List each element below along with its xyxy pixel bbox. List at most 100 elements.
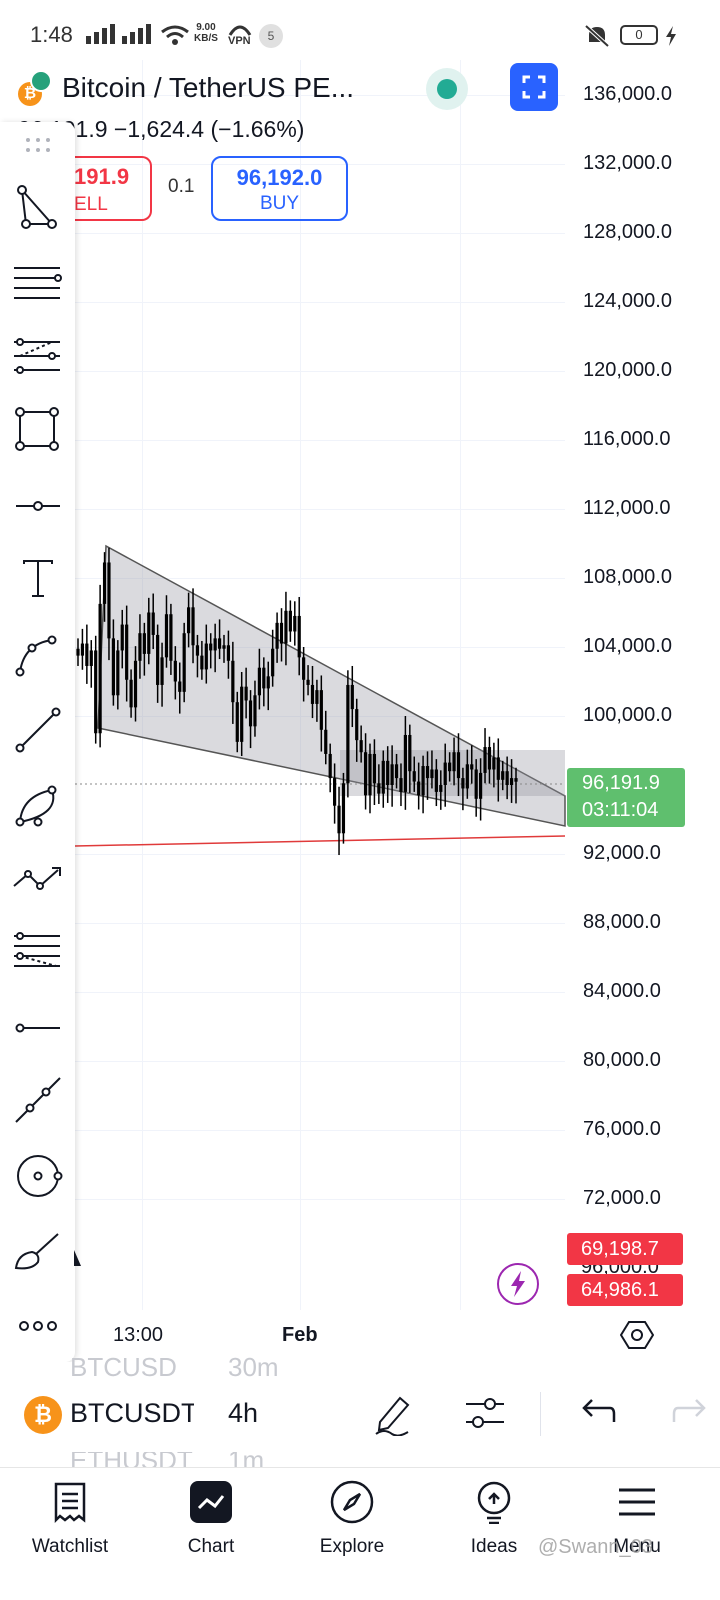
- candle-body: [244, 686, 248, 701]
- grid-line: [75, 923, 565, 924]
- triangle-pattern-icon: [17, 185, 57, 229]
- toolbar-collapse-icon[interactable]: [74, 1250, 81, 1266]
- tool-rectangle[interactable]: [12, 404, 64, 456]
- undo-button[interactable]: [574, 1390, 620, 1436]
- candle-body: [461, 778, 465, 789]
- tool-path[interactable]: [12, 852, 64, 904]
- nav-ideas[interactable]: Ideas: [429, 1468, 559, 1600]
- watermark: @Swann_03: [538, 1536, 653, 1558]
- indicators-button[interactable]: [462, 1390, 508, 1436]
- price-axis-label: 72,000.0: [583, 1187, 661, 1209]
- nav-chart[interactable]: Chart: [146, 1468, 276, 1600]
- grid-line: [75, 1130, 565, 1131]
- candle-body: [111, 638, 115, 696]
- candle-body: [173, 660, 177, 682]
- price-axis-label: 76,000.0: [583, 1118, 661, 1140]
- buy-button[interactable]: 96,192.0 BUY: [211, 156, 348, 221]
- candle-body: [509, 778, 514, 785]
- grid-line: [142, 60, 143, 1310]
- candle-body: [213, 638, 217, 651]
- candle-body: [399, 778, 403, 792]
- price-axis-label: 116,000.0: [583, 428, 671, 450]
- candle-body: [116, 650, 120, 696]
- price-axis-label: 108,000.0: [583, 566, 672, 588]
- tool-circle[interactable]: [12, 1150, 64, 1202]
- grid-line: [75, 371, 565, 372]
- current-price-tag: 96,191.9 03:11:04: [567, 768, 685, 827]
- tool-horizontal-ray[interactable]: [12, 480, 64, 532]
- candle-body: [182, 633, 186, 692]
- signal-icon: [86, 24, 115, 44]
- candle-body: [253, 695, 257, 727]
- price-tag-red: 64,986.1: [567, 1274, 683, 1306]
- tool-horizontal-line[interactable]: [12, 1002, 64, 1054]
- candle-body: [302, 657, 306, 680]
- candle-body: [439, 785, 443, 792]
- time-axis-label: Feb: [282, 1324, 318, 1346]
- candle-body: [240, 686, 244, 742]
- candle-body: [474, 769, 478, 799]
- tool-triangle[interactable]: [12, 182, 64, 234]
- extended-line-icon: [15, 1077, 61, 1123]
- live-status-icon: [437, 79, 457, 99]
- candle-body: [355, 709, 359, 741]
- fullscreen-button[interactable]: [510, 63, 558, 111]
- price-axis-label: 132,000.0: [583, 152, 672, 174]
- lightning-icon: [511, 1271, 525, 1297]
- tool-more[interactable]: [12, 1300, 64, 1352]
- nav-watchlist[interactable]: Watchlist: [5, 1468, 135, 1600]
- tool-brush[interactable]: [12, 1226, 64, 1278]
- tool-curve[interactable]: [12, 628, 64, 680]
- lightning-button[interactable]: [497, 1263, 539, 1305]
- candle-body: [120, 624, 124, 651]
- sell-button[interactable]: 191.9 ELL: [52, 156, 152, 221]
- current-price-value: 96,191.9: [582, 772, 660, 794]
- draw-button[interactable]: [370, 1390, 416, 1437]
- circle-icon: [17, 1155, 63, 1197]
- bitcoin-logo-icon: ₿: [24, 1396, 62, 1434]
- candle-body: [200, 655, 204, 670]
- charging-icon: [666, 26, 676, 46]
- grid-line: [75, 1199, 565, 1200]
- nav-label: Watchlist: [31, 1536, 109, 1557]
- symbol-selector[interactable]: BTCUSDT: [70, 1398, 194, 1428]
- drag-handle-icon[interactable]: [24, 136, 52, 158]
- grid-line: [75, 647, 565, 648]
- ghost-interval: 30m: [228, 1352, 279, 1382]
- candle-body: [262, 667, 266, 689]
- tool-text[interactable]: [12, 552, 64, 604]
- tool-arc[interactable]: [12, 778, 64, 830]
- pen-icon: [375, 1396, 410, 1437]
- nav-menu[interactable]: Menu: [572, 1468, 702, 1600]
- candle-body: [279, 622, 284, 644]
- undo-icon: [582, 1399, 616, 1422]
- tool-fib-retracement[interactable]: [12, 926, 64, 978]
- tool-horizontal-lines[interactable]: [12, 258, 64, 310]
- chart-settings-button[interactable]: [619, 1318, 655, 1352]
- time-axis-label: 13:00: [113, 1324, 164, 1346]
- redo-button[interactable]: [668, 1390, 708, 1436]
- buy-label: BUY: [259, 193, 300, 214]
- candle-body: [204, 643, 208, 670]
- nav-explore[interactable]: Explore: [287, 1468, 417, 1600]
- candle-body: [306, 679, 310, 685]
- tool-pitchfork[interactable]: [12, 330, 64, 382]
- candle-body: [363, 752, 368, 796]
- candle-body: [293, 615, 297, 632]
- settings-hexagon-icon: [619, 1321, 655, 1349]
- price-axis-label: 92,000.0: [583, 842, 661, 864]
- candle-body: [501, 771, 505, 780]
- symbol-title[interactable]: Bitcoin / TetherUS PE...: [62, 72, 355, 103]
- tool-extended-line[interactable]: [12, 1074, 64, 1126]
- candle-body: [492, 757, 496, 770]
- interval-selector[interactable]: 4h: [228, 1398, 259, 1428]
- candle-body: [89, 650, 93, 666]
- market-status-button[interactable]: [426, 68, 468, 110]
- menu-icon: [619, 1488, 655, 1516]
- candle-body: [403, 734, 407, 792]
- trend-line-icon: [15, 707, 61, 753]
- tool-trend-line[interactable]: [12, 704, 64, 756]
- candle-body: [129, 679, 133, 708]
- candle-body: [217, 638, 222, 649]
